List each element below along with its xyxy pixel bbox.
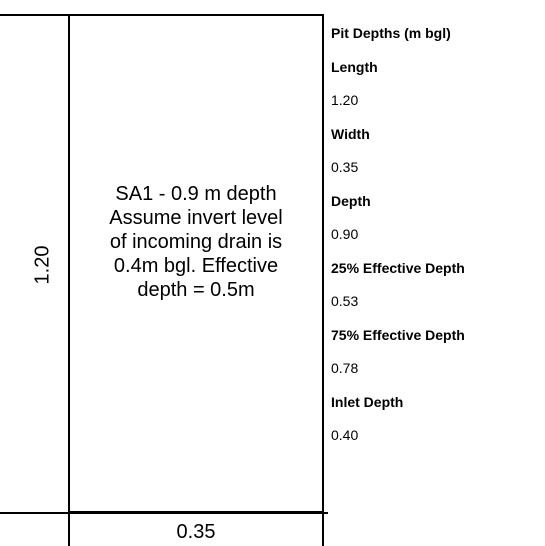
width-value: 0.35 bbox=[331, 159, 359, 175]
depth-value: 0.90 bbox=[331, 226, 359, 242]
pit-note: SA1 - 0.9 m depth Assume invert level of… bbox=[70, 182, 322, 302]
length-label: Length bbox=[331, 58, 378, 75]
pit-note-line-3: of incoming drain is bbox=[109, 231, 283, 253]
width-dimension-label: 0.35 bbox=[176, 521, 216, 543]
length-value: 1.20 bbox=[331, 92, 359, 108]
width-tick-left bbox=[68, 512, 70, 546]
panel-title: Pit Depths (m bgl) bbox=[331, 25, 451, 41]
pit-note-line-2: Assume invert level bbox=[109, 207, 283, 229]
inlet-depth-label: Inlet Depth bbox=[331, 393, 404, 410]
top-edge-line bbox=[0, 14, 70, 16]
effective-depth-25-label: 25% Effective Depth bbox=[331, 259, 465, 276]
effective-depth-25-value: 0.53 bbox=[331, 293, 359, 309]
depth-label: Depth bbox=[331, 192, 371, 209]
effective-depth-75-label: 75% Effective Depth bbox=[331, 326, 465, 343]
width-label: Width bbox=[331, 125, 370, 142]
pit-note-line-4: 0.4m bgl. Effective bbox=[113, 255, 279, 277]
length-dimension-label: 1.20 bbox=[31, 245, 54, 285]
effective-depth-75-value: 0.78 bbox=[331, 360, 359, 376]
inlet-depth-value: 0.40 bbox=[331, 427, 359, 443]
width-tick-right bbox=[322, 512, 324, 546]
pit-depths-panel: Pit Depths (m bgl) Length 1.20 Width 0.3… bbox=[331, 17, 543, 453]
pit-note-line-5: depth = 0.5m bbox=[137, 279, 255, 301]
pit-note-line-1: SA1 - 0.9 m depth bbox=[115, 183, 277, 205]
pit-outline bbox=[68, 14, 324, 513]
bottom-edge-line bbox=[0, 512, 328, 514]
